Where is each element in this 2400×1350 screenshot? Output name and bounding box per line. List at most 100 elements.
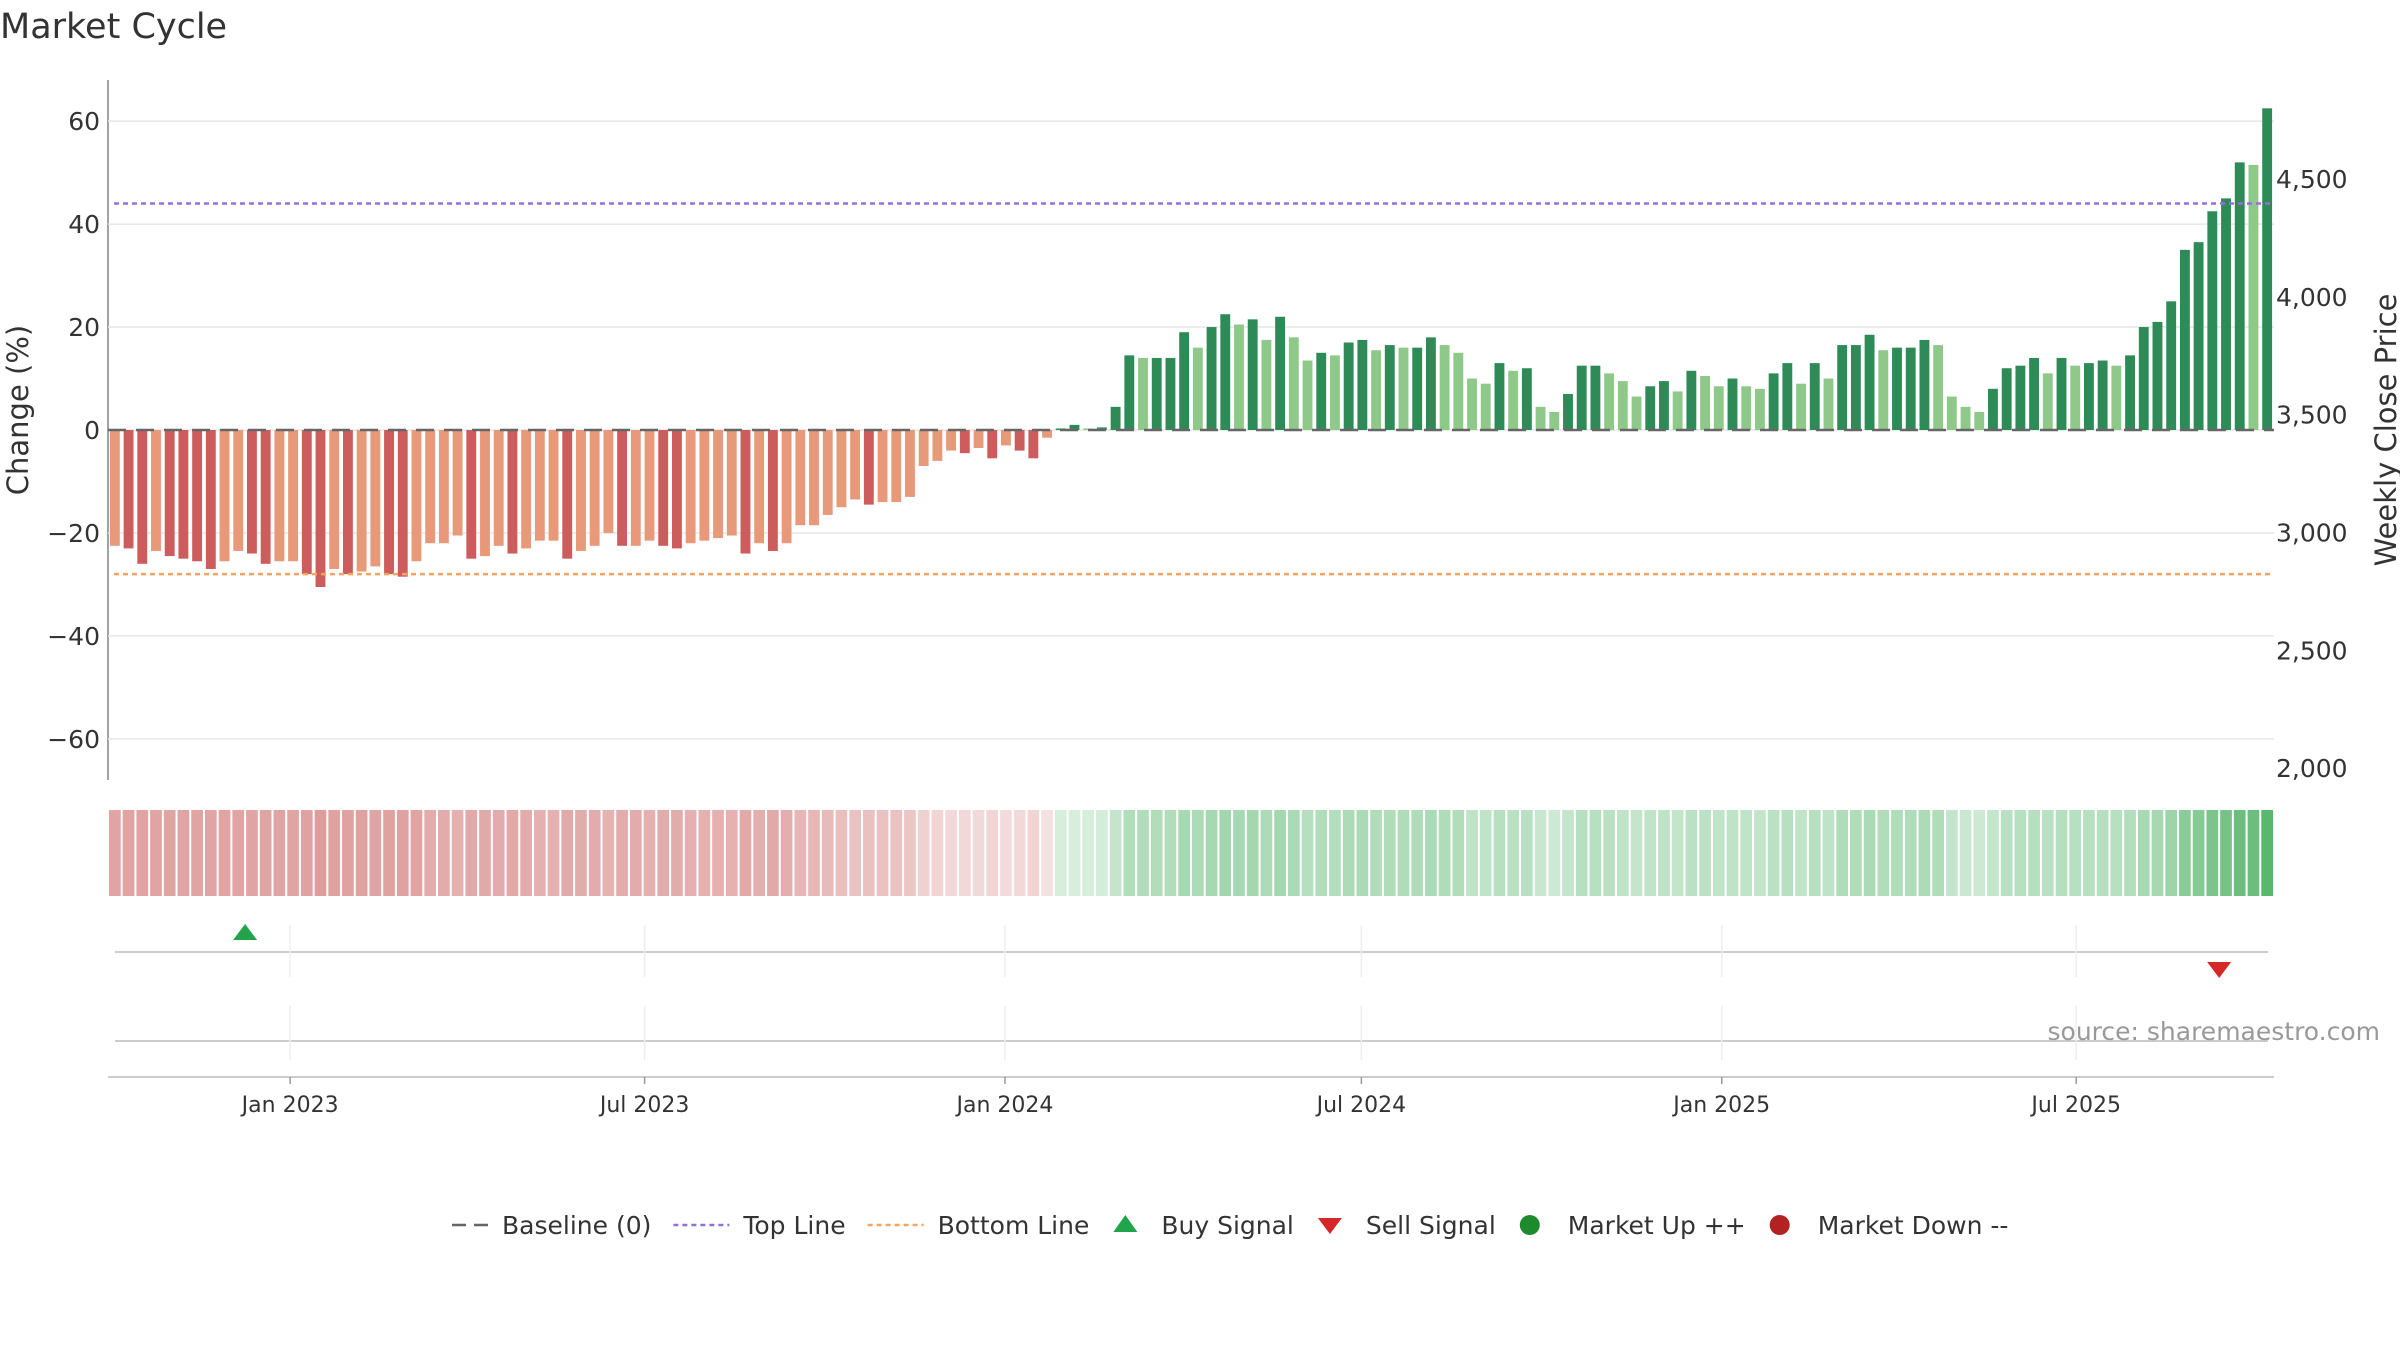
legend-label: Buy Signal xyxy=(1161,1211,1294,1240)
legend-symbol xyxy=(1317,1218,1342,1234)
source-label: source: sharemaestro.com xyxy=(2048,1017,2381,1046)
heat-strip-cell xyxy=(561,810,574,896)
heat-strip-cell xyxy=(369,810,382,896)
legend-sell-signal: Sell Signal xyxy=(1317,1211,1496,1240)
heat-strip-cell xyxy=(1945,810,1958,896)
legend-label: Baseline (0) xyxy=(502,1211,651,1240)
change-bar xyxy=(233,430,244,551)
heat-strip-cell xyxy=(1795,810,1807,896)
change-bar xyxy=(274,430,285,562)
heat-strip-cell xyxy=(1383,810,1396,896)
change-bar xyxy=(863,430,874,505)
heat-strip-cell xyxy=(1534,810,1547,896)
change-bar xyxy=(1357,339,1368,430)
change-bar xyxy=(1960,406,1971,430)
heat-strip-cell xyxy=(1054,810,1067,896)
heat-strip-cell xyxy=(1479,810,1492,896)
change-bar xyxy=(1727,378,1738,430)
legend-market-up: Market Up ++ xyxy=(1519,1211,1746,1240)
change-bar xyxy=(1275,316,1286,430)
change-bar xyxy=(1494,363,1505,430)
change-bar xyxy=(1439,345,1450,430)
heat-strip-cell xyxy=(204,810,217,896)
heat-strip-cell xyxy=(1123,810,1136,896)
change-bar xyxy=(1138,357,1148,430)
change-bar xyxy=(1905,347,1916,430)
change-bar xyxy=(548,430,559,541)
change-bar xyxy=(576,430,586,551)
change-bar xyxy=(507,430,518,554)
change-bar xyxy=(1946,396,1957,430)
change-bar xyxy=(987,430,998,459)
heat-strip-cell xyxy=(657,810,670,896)
heat-strip-cell xyxy=(1411,810,1424,896)
change-bar xyxy=(315,430,326,587)
heat-strip-cell xyxy=(1863,810,1876,896)
heat-strip-cell xyxy=(904,810,916,896)
change-bar xyxy=(1467,378,1477,430)
change-bar xyxy=(973,430,984,449)
change-bar xyxy=(205,430,216,569)
heat-strip-cell xyxy=(1000,810,1012,896)
heat-strip-cell xyxy=(1603,810,1615,896)
change-bar xyxy=(1631,396,1642,430)
heat-strip-cell xyxy=(725,810,738,896)
heat-strip-cell xyxy=(1301,810,1314,896)
change-bar xyxy=(1192,347,1203,430)
change-bar xyxy=(1453,352,1464,430)
heat-strip-cell xyxy=(177,810,190,896)
heat-strip-cell xyxy=(1068,810,1081,896)
heat-strip-cell xyxy=(1205,810,1218,896)
change-bar xyxy=(918,430,929,467)
heat-strip-cell xyxy=(232,810,245,896)
change-bar xyxy=(713,430,723,539)
y2-tick-label: 2,500 xyxy=(2276,636,2348,665)
legend-label: Top Line xyxy=(742,1211,845,1240)
heat-strip-cell xyxy=(602,810,615,896)
change-bar xyxy=(2097,360,2108,430)
change-bar xyxy=(2042,373,2053,430)
change-bar xyxy=(1508,370,1519,430)
heat-strip-cell xyxy=(671,810,683,896)
change-bar xyxy=(1179,332,1190,430)
heat-strip-cell xyxy=(1781,810,1794,896)
change-bar xyxy=(795,430,806,526)
buy-signal-marker xyxy=(233,924,258,940)
heat-strip-cell xyxy=(424,810,437,896)
change-bar xyxy=(754,430,765,544)
change-bar xyxy=(1892,347,1902,430)
change-bar xyxy=(137,430,148,564)
heat-strip-cell xyxy=(945,810,957,896)
y2-axis-title: Weekly Close Price xyxy=(2369,294,2400,567)
heat-strip-cell xyxy=(1438,810,1451,896)
heat-strip-cell xyxy=(1192,810,1204,896)
heat-strip-cell xyxy=(1904,810,1917,896)
change-bar xyxy=(1768,373,1779,430)
heat-strip-cell xyxy=(2179,810,2191,896)
change-bar xyxy=(1042,430,1052,438)
heat-strip-cell xyxy=(506,810,519,896)
heat-strip-cell xyxy=(1452,810,1465,896)
change-bar xyxy=(562,430,573,559)
change-bar xyxy=(740,430,751,554)
heat-strip-cell xyxy=(2014,810,2027,896)
heat-strip-cell xyxy=(1918,810,1931,896)
change-bar xyxy=(932,430,943,461)
heat-strip-cell xyxy=(1041,810,1053,896)
heat-strip-cell xyxy=(438,810,450,896)
heat-strip-cell xyxy=(1630,810,1643,896)
heat-strip-cell xyxy=(2028,810,2040,896)
heat-strip-cell xyxy=(520,810,532,896)
change-bar xyxy=(1741,386,1752,430)
heat-strip-cell xyxy=(876,810,889,896)
y-tick-label: 40 xyxy=(68,210,100,239)
legend-bottom-line: Bottom Line xyxy=(867,1211,1089,1240)
change-bar xyxy=(781,430,792,544)
change-bar xyxy=(1686,370,1697,430)
heat-strip-cell xyxy=(1274,810,1286,896)
change-bar xyxy=(603,430,614,533)
change-bar xyxy=(534,430,545,541)
change-bar xyxy=(1028,430,1039,459)
heat-strip-cell xyxy=(259,810,272,896)
